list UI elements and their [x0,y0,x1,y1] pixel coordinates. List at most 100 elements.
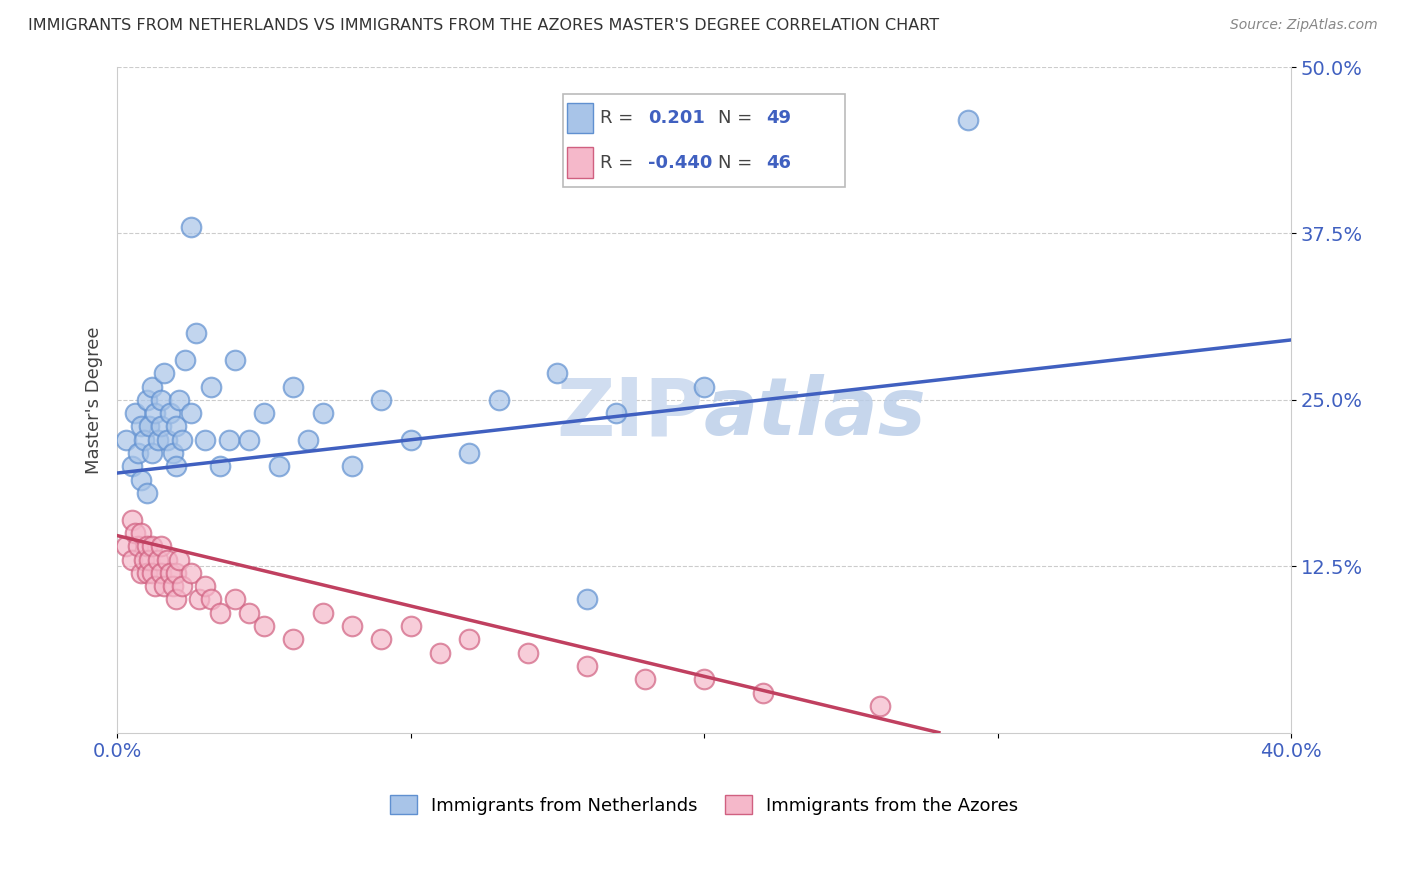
Point [224,352,246,367]
Point [124,525,146,540]
Text: Source: ZipAtlas.com: Source: ZipAtlas.com [1230,18,1378,32]
Point [162,579,184,593]
Point [311,406,333,420]
Point [186,326,208,341]
Point [141,539,163,553]
Point [153,366,176,380]
Point [170,579,193,593]
Point [135,566,157,580]
Point [458,446,481,460]
Point [127,539,149,553]
Point [170,433,193,447]
Point [159,566,181,580]
Point [148,552,170,566]
Point [121,552,143,566]
Y-axis label: Master's Degree: Master's Degree [86,326,103,474]
Point [150,539,173,553]
Point [429,646,451,660]
Point [283,379,305,393]
Point [188,592,211,607]
Text: IMMIGRANTS FROM NETHERLANDS VS IMMIGRANTS FROM THE AZORES MASTER'S DEGREE CORREL: IMMIGRANTS FROM NETHERLANDS VS IMMIGRANT… [28,18,939,33]
Point [238,606,260,620]
Point [224,592,246,607]
Point [238,433,260,447]
Point [297,433,319,447]
Point [180,566,202,580]
Point [150,566,173,580]
Point [752,686,775,700]
Point [957,113,980,128]
Point [180,406,202,420]
Legend: Immigrants from Netherlands, Immigrants from the Azores: Immigrants from Netherlands, Immigrants … [382,789,1026,822]
Point [253,406,276,420]
Point [693,379,716,393]
Point [115,539,138,553]
Point [159,406,181,420]
Point [141,379,163,393]
Point [218,433,240,447]
Point [132,552,155,566]
Point [173,352,195,367]
Point [156,552,179,566]
Point [121,513,143,527]
Point [167,392,190,407]
Point [148,433,170,447]
Point [129,473,152,487]
Point [575,659,598,673]
Point [165,459,187,474]
Point [208,459,231,474]
Point [283,632,305,647]
Point [693,673,716,687]
Point [153,579,176,593]
Text: ZIP: ZIP [557,374,704,452]
Point [167,552,190,566]
Point [135,539,157,553]
Point [200,592,222,607]
Point [124,406,146,420]
Point [150,392,173,407]
Point [150,419,173,434]
Point [121,459,143,474]
Point [370,392,392,407]
Point [488,392,510,407]
Point [135,392,157,407]
Point [605,406,627,420]
Point [132,433,155,447]
Point [165,592,187,607]
Point [340,619,363,633]
Point [208,606,231,620]
Point [575,592,598,607]
Point [115,433,138,447]
Point [165,566,187,580]
Point [156,433,179,447]
Point [129,566,152,580]
Point [399,619,422,633]
Point [253,619,276,633]
Text: atlas: atlas [704,374,927,452]
Point [267,459,290,474]
Point [135,486,157,500]
Point [143,406,166,420]
Point [138,419,160,434]
Point [162,446,184,460]
Point [340,459,363,474]
Point [546,366,568,380]
Point [517,646,540,660]
Point [200,379,222,393]
Point [194,433,217,447]
Point [869,698,891,713]
Point [458,632,481,647]
Point [138,552,160,566]
Point [141,446,163,460]
Point [143,579,166,593]
Point [194,579,217,593]
Point [129,419,152,434]
Point [399,433,422,447]
Point [141,566,163,580]
Point [370,632,392,647]
Point [129,525,152,540]
Point [634,673,657,687]
Point [165,419,187,434]
Point [127,446,149,460]
Point [311,606,333,620]
